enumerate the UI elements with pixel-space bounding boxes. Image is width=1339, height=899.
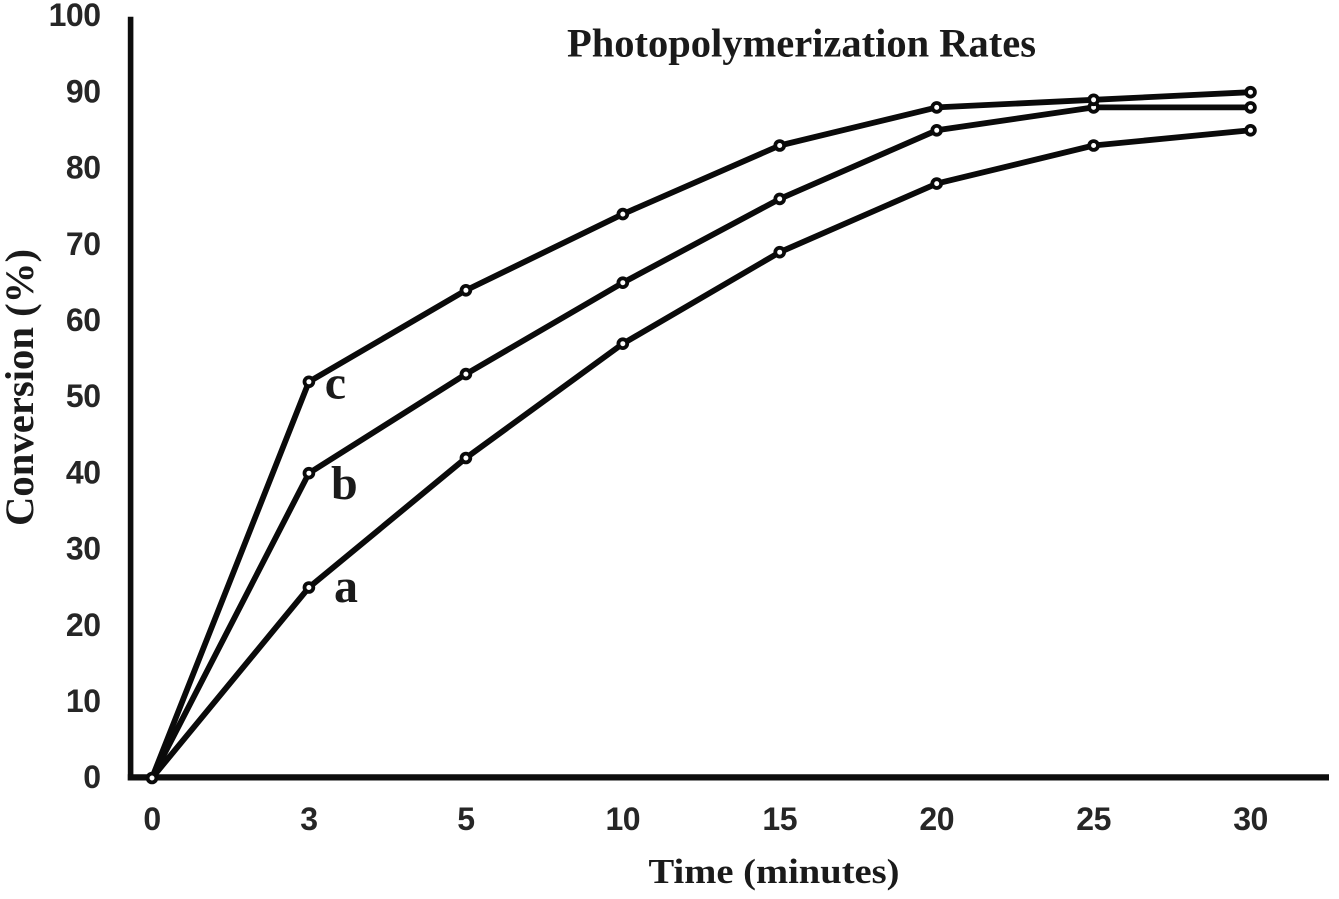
svg-text:15: 15	[762, 801, 797, 837]
svg-text:50: 50	[66, 378, 101, 414]
svg-text:Conversion (%): Conversion (%)	[0, 249, 42, 526]
svg-text:10: 10	[66, 683, 101, 719]
svg-text:30: 30	[66, 531, 101, 567]
svg-text:0: 0	[83, 759, 100, 795]
svg-text:5: 5	[457, 801, 474, 837]
svg-text:20: 20	[919, 801, 954, 837]
svg-text:3: 3	[300, 801, 317, 837]
svg-text:80: 80	[66, 150, 101, 186]
svg-text:25: 25	[1076, 801, 1111, 837]
svg-text:40: 40	[66, 454, 101, 490]
svg-text:90: 90	[66, 73, 101, 109]
svg-text:60: 60	[66, 302, 101, 338]
svg-text:100: 100	[49, 0, 101, 33]
svg-text:Time (minutes): Time (minutes)	[649, 852, 900, 891]
svg-text:20: 20	[66, 607, 101, 643]
svg-text:Photopolymerization Rates: Photopolymerization Rates	[567, 21, 1036, 66]
svg-text:30: 30	[1233, 801, 1268, 837]
svg-text:70: 70	[66, 226, 101, 262]
svg-text:c: c	[325, 357, 346, 410]
svg-text:b: b	[331, 457, 358, 510]
svg-text:0: 0	[143, 801, 160, 837]
svg-text:a: a	[334, 560, 358, 613]
svg-text:10: 10	[606, 801, 641, 837]
